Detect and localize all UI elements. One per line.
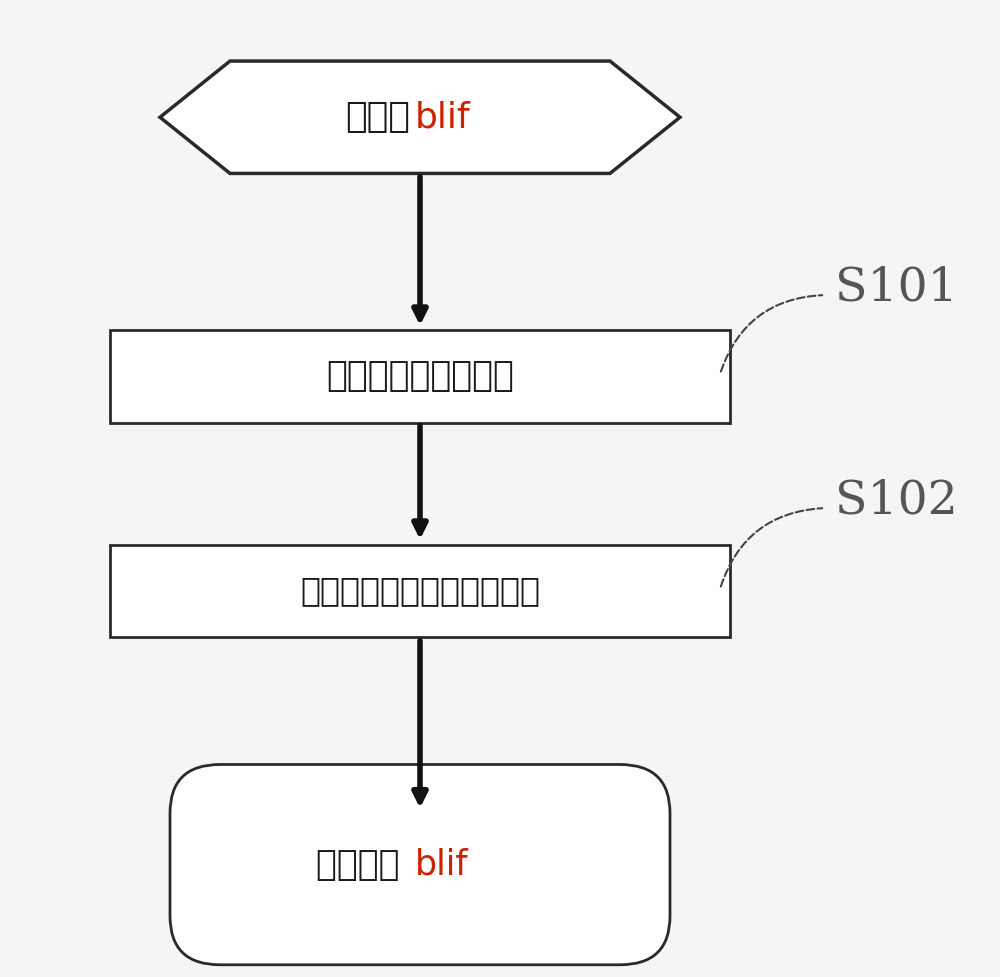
Text: blif: blif [415, 848, 469, 881]
FancyBboxPatch shape [110, 330, 730, 422]
FancyBboxPatch shape [110, 545, 730, 637]
Text: S102: S102 [835, 479, 958, 524]
Text: 优化后的: 优化后的 [316, 848, 410, 881]
Text: 结构优化：延迟和面积优化: 结构优化：延迟和面积优化 [300, 574, 540, 608]
Polygon shape [160, 61, 680, 174]
Text: blif: blif [415, 101, 471, 134]
Text: S101: S101 [835, 266, 958, 311]
Text: 输入：: 输入： [345, 101, 410, 134]
Text: 逻辑优化：分解策略: 逻辑优化：分解策略 [326, 360, 514, 393]
FancyBboxPatch shape [170, 764, 670, 965]
